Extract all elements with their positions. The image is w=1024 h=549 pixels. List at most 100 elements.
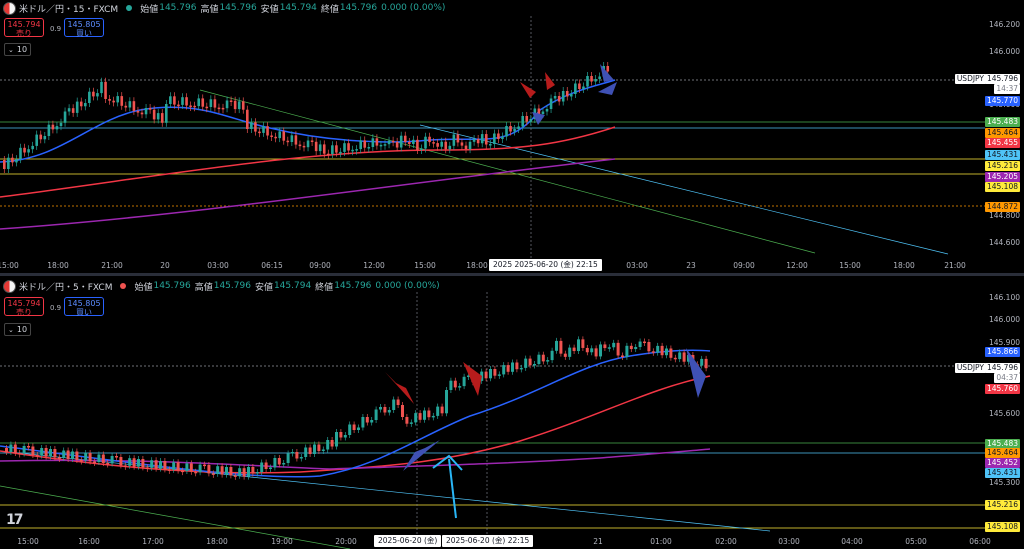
close-value: 145.796 [339,3,378,13]
price-tag: 14:37 [994,84,1020,94]
candle [453,380,457,388]
candle [31,446,35,455]
time-tick-label: 15:00 [17,537,39,546]
candle [572,347,576,352]
trend-line [0,450,771,532]
candle [568,347,572,357]
candle [201,98,205,107]
candle [555,340,558,351]
candle [396,399,400,405]
candle [629,345,633,350]
time-tick-label: 18:00 [466,261,488,270]
price-tick-label: 145.600 [988,409,1020,418]
candle [5,448,8,452]
candle [578,83,581,89]
high-label: 高値 [200,4,219,15]
price-tag: 145.452 [984,458,1020,468]
low-value: 145.794 [279,3,317,13]
candle [343,143,346,152]
crosshair-time-label: 2025 2025-06-20 (金) 22:15 [489,259,602,271]
candle [493,369,497,376]
candle [156,113,160,120]
market-open-icon [126,5,133,11]
usdjpy-flag-icon [3,279,16,293]
ma-blue-line [0,349,711,478]
sell-button[interactable]: 145.794 売り [4,18,44,38]
candle [506,365,510,372]
price-tag: 145.431 [984,150,1020,160]
candle [367,147,371,149]
candle [160,113,164,123]
chart-pane-15min[interactable]: 米ドル／円・15・FXCM 始値 145.796 高値 145.796 安値 145.… [0,0,1024,273]
buy-price: 145.805 [67,20,101,29]
candle [673,357,677,360]
candle [550,350,554,361]
candle [414,413,418,423]
candle [31,145,34,150]
time-tick-label: 09:00 [309,261,331,270]
candle [246,109,249,129]
candle [651,351,655,353]
price-tag: 145.770 [984,96,1020,106]
candle [585,347,589,353]
candle [501,136,504,139]
time-tick-label: 18:00 [47,261,69,270]
chart-pane-5min[interactable]: 米ドル／円・5・FXCM 始値 145.796 高値 145.796 安値 145.7… [0,276,1024,549]
symbol-title[interactable]: 米ドル／円・5・FXCM [19,282,113,293]
candle [35,134,38,146]
candle [326,440,330,450]
change-value: 0.000 (0.00%) [375,281,440,291]
price-tag: 04:37 [994,373,1020,383]
candle [258,131,261,134]
candle [616,342,620,356]
candle [678,352,682,360]
red-arrow-icon [385,372,414,404]
candle [704,358,708,369]
volume-value: 10 [16,325,28,334]
time-tick-label: 01:00 [650,537,672,546]
low-label: 安値 [260,4,279,15]
volume-toggle[interactable]: ⌄ 10 [4,43,32,56]
candle [387,410,391,413]
candle [75,101,79,113]
candle [517,126,520,129]
candle [203,464,206,467]
candle [327,153,330,156]
buy-button[interactable]: 145.805 買い [64,18,104,38]
buy-button[interactable]: 145.805 買い [64,297,104,317]
symbol-title[interactable]: 米ドル／円・15・FXCM [19,4,119,15]
candle [71,108,75,113]
candle [656,345,660,353]
candle [318,144,322,152]
low-label: 安値 [254,282,273,293]
pane-divider[interactable] [0,273,1024,276]
candle [391,140,395,143]
price-tag: 145.455 [984,138,1020,148]
candle [647,342,651,352]
high-value: 145.796 [219,3,257,13]
candle [582,86,585,89]
change-value: 0.000 (0.00%) [381,3,446,13]
candle [123,465,127,467]
candle [308,447,312,454]
candle [371,138,375,147]
candle [15,159,18,163]
sell-button[interactable]: 145.794 売り [4,297,44,317]
candle [525,116,529,122]
time-tick-label: 06:00 [969,537,991,546]
tradingview-logo[interactable]: 17 [6,512,24,528]
chevron-down-icon: ⌄ [8,46,14,54]
ma-red-line [0,375,711,474]
candle [71,451,74,459]
blue-arrow-icon [532,112,545,125]
price-chart-5min[interactable] [0,276,1024,549]
candle [274,136,277,139]
volume-toggle[interactable]: ⌄ 10 [4,323,32,336]
candle [359,140,362,150]
candle [247,467,250,477]
price-chart-15min[interactable] [0,0,1024,273]
candle [124,105,128,108]
candle [489,369,492,379]
candle [427,410,431,418]
candle [185,463,189,471]
